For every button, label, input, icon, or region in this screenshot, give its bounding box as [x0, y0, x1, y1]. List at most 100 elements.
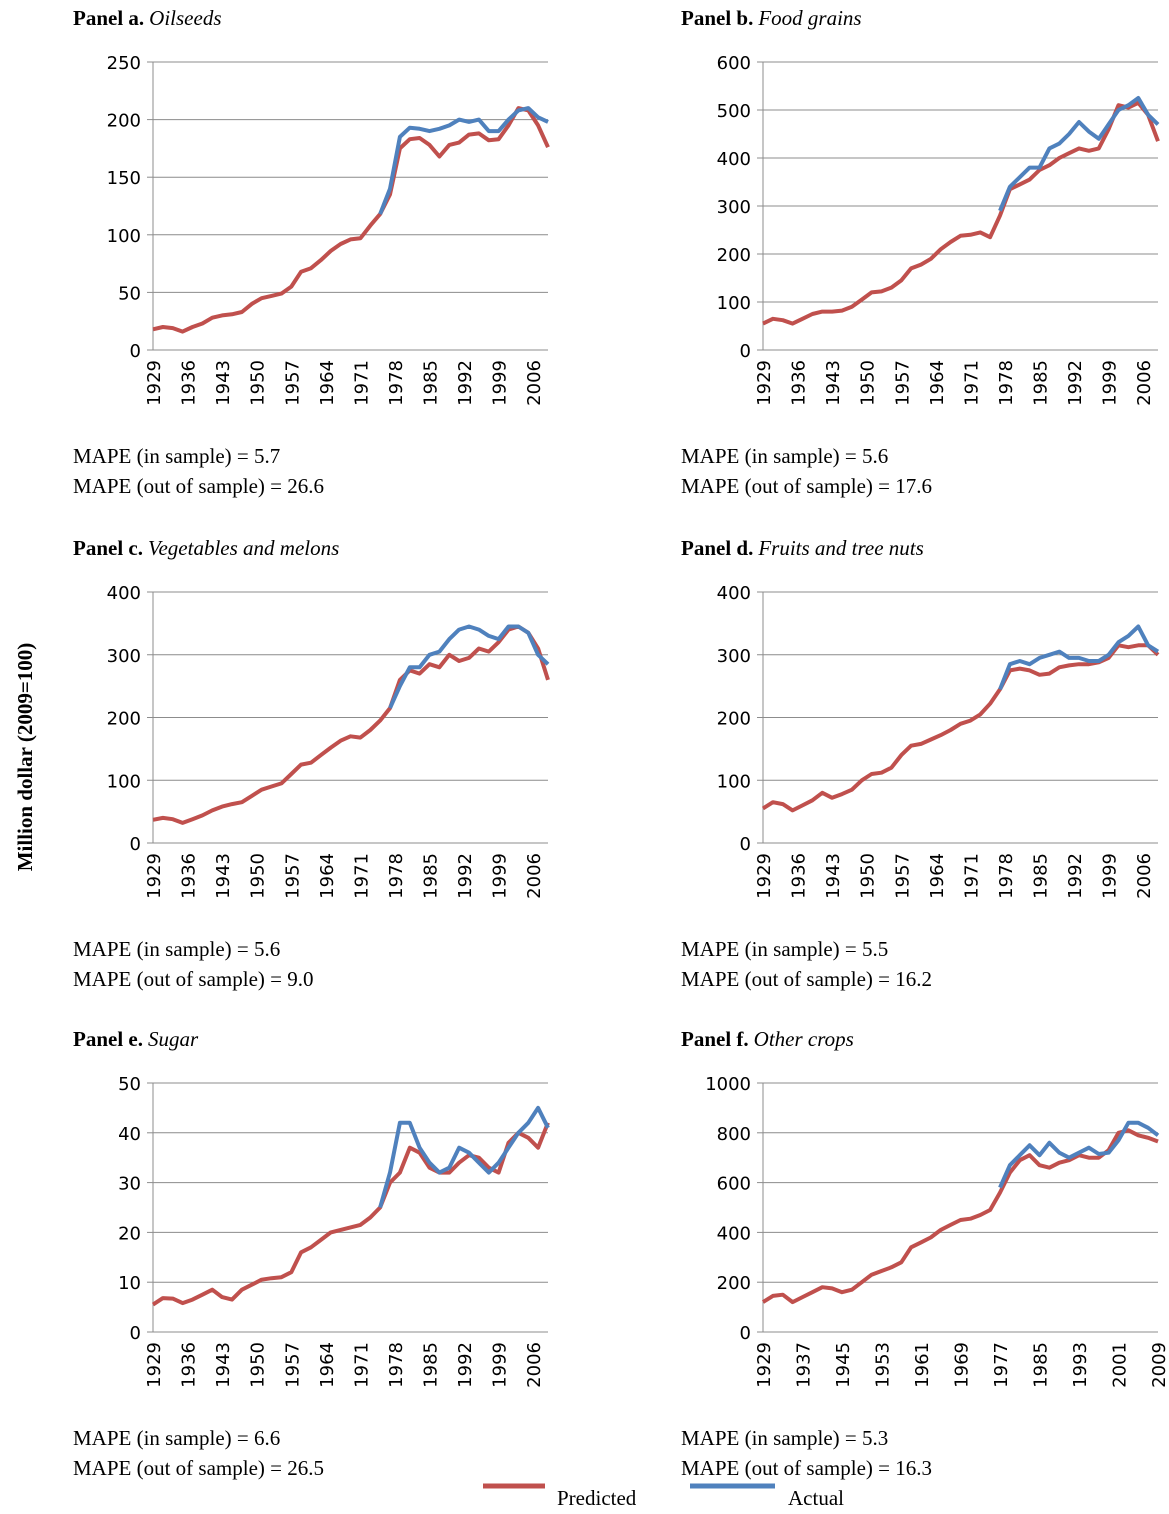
x-tick-label: 1950	[248, 853, 269, 899]
panel-label: Panel a.	[73, 6, 144, 30]
y-tick-label: 50	[118, 283, 141, 304]
x-tick-label: 1936	[789, 360, 810, 406]
panel-subtitle: Other crops	[754, 1027, 854, 1051]
x-tick-label: 1992	[455, 1342, 476, 1388]
x-tick-label: 1936	[179, 360, 200, 406]
mape-note: MAPE (in sample) = 5.7	[73, 444, 280, 468]
x-tick-label: 2006	[524, 853, 545, 899]
series-line	[378, 1105, 550, 1209]
series-line	[998, 96, 1160, 212]
x-tick-label: 2006	[524, 1342, 545, 1388]
x-tick-label: 1985	[1031, 853, 1052, 899]
x-tick-label: 1945	[833, 1342, 854, 1388]
mape-note: MAPE (out of sample) = 17.6	[681, 474, 932, 498]
x-tick-label: 1943	[823, 853, 844, 899]
y-tick-label: 0	[130, 834, 141, 855]
x-tick-label: 1943	[213, 1342, 234, 1388]
y-tick-label: 400	[717, 1223, 751, 1244]
panel-label: Panel c.	[73, 536, 143, 560]
y-tick-label: 800	[717, 1124, 751, 1145]
panel-subtitle: Vegetables and melons	[148, 536, 339, 560]
x-tick-label: 1971	[351, 360, 372, 406]
series-line	[762, 100, 1160, 326]
y-tick-label: 200	[717, 1273, 751, 1294]
panel-label: Panel e.	[73, 1027, 143, 1051]
y-tick-label: 600	[717, 1174, 751, 1195]
x-tick-label: 1977	[991, 1342, 1012, 1388]
y-tick-label: 100	[717, 293, 751, 314]
x-tick-label: 1985	[421, 853, 442, 899]
y-tick-label: 250	[107, 53, 141, 74]
x-tick-label: 1985	[421, 1342, 442, 1388]
x-tick-label: 1950	[858, 853, 879, 899]
x-tick-label: 1950	[248, 1342, 269, 1388]
panel-title: Panel a. Oilseeds	[73, 6, 222, 30]
panel-subtitle: Fruits and tree nuts	[757, 536, 923, 560]
y-tick-label: 150	[107, 168, 141, 189]
x-tick-label: 1999	[1100, 360, 1121, 406]
x-tick-label: 1999	[490, 360, 511, 406]
x-tick-label: 1929	[144, 1342, 165, 1388]
panel-title: Panel e. Sugar	[73, 1027, 199, 1051]
x-tick-label: 1937	[794, 1342, 815, 1388]
x-tick-label: 1929	[754, 360, 775, 406]
x-tick-label: 1999	[1100, 853, 1121, 899]
y-tick-label: 20	[118, 1223, 141, 1244]
y-tick-label: 300	[107, 646, 141, 667]
series-line	[388, 624, 550, 709]
y-tick-label: 40	[118, 1124, 141, 1145]
panel-label: Panel f.	[681, 1027, 749, 1051]
mape-note: MAPE (out of sample) = 16.2	[681, 967, 932, 991]
y-tick-label: 100	[107, 771, 141, 792]
x-tick-label: 1992	[1065, 853, 1086, 899]
legend-label: Actual	[788, 1486, 844, 1510]
x-tick-label: 1985	[1031, 1342, 1052, 1388]
series-line	[761, 643, 1160, 813]
x-tick-label: 1950	[248, 360, 269, 406]
mape-note: MAPE (in sample) = 5.3	[681, 1426, 888, 1450]
x-tick-label: 1993	[1070, 1342, 1091, 1388]
x-tick-label: 2006	[1134, 360, 1155, 406]
y-axis-label: Million dollar (2009=100)	[13, 643, 37, 872]
x-tick-label: 1964	[317, 853, 338, 899]
panel-title: Panel b. Food grains	[681, 6, 862, 30]
x-tick-label: 1978	[996, 853, 1017, 899]
y-tick-label: 100	[717, 771, 751, 792]
x-tick-label: 1953	[873, 1342, 894, 1388]
x-tick-label: 1971	[961, 853, 982, 899]
panel-label: Panel d.	[681, 536, 753, 560]
mape-note: MAPE (in sample) = 5.6	[73, 937, 280, 961]
x-tick-label: 1943	[823, 360, 844, 406]
x-tick-label: 1999	[490, 1342, 511, 1388]
y-tick-label: 400	[107, 583, 141, 604]
panel-subtitle: Food grains	[757, 6, 861, 30]
y-tick-label: 300	[717, 646, 751, 667]
y-tick-label: 200	[717, 709, 751, 730]
y-tick-label: 0	[740, 1323, 751, 1344]
mape-note: MAPE (in sample) = 6.6	[73, 1426, 280, 1450]
x-tick-label: 1957	[282, 1342, 303, 1388]
y-tick-label: 200	[107, 709, 141, 730]
x-tick-label: 1964	[317, 360, 338, 406]
x-tick-label: 1936	[179, 1342, 200, 1388]
series-line	[151, 1122, 550, 1307]
x-tick-label: 1999	[490, 853, 511, 899]
series-line	[378, 106, 549, 215]
mape-note: MAPE (in sample) = 5.5	[681, 937, 888, 961]
x-tick-label: 1929	[754, 1342, 775, 1388]
series-line	[152, 106, 550, 334]
x-tick-label: 1978	[386, 853, 407, 899]
x-tick-label: 1978	[386, 360, 407, 406]
x-tick-label: 1964	[317, 1342, 338, 1388]
x-tick-label: 1964	[927, 853, 948, 899]
y-tick-label: 1000	[705, 1074, 751, 1095]
mape-note: MAPE (out of sample) = 26.6	[73, 474, 324, 498]
y-tick-label: 50	[118, 1074, 141, 1095]
series-line	[998, 1120, 1160, 1189]
x-tick-label: 1957	[282, 853, 303, 899]
y-tick-label: 300	[717, 197, 751, 218]
x-tick-label: 1985	[1031, 360, 1052, 406]
y-tick-label: 0	[130, 1323, 141, 1344]
x-tick-label: 1985	[421, 360, 442, 406]
